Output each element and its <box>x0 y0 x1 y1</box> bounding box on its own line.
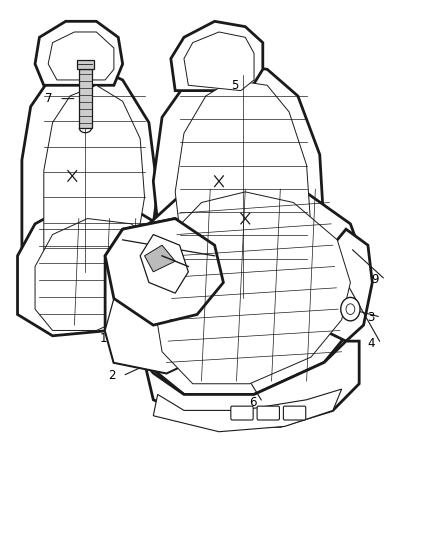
Text: 1: 1 <box>100 332 107 345</box>
Polygon shape <box>145 245 175 272</box>
FancyBboxPatch shape <box>231 406 253 420</box>
Polygon shape <box>136 176 368 394</box>
Text: 7: 7 <box>45 92 53 105</box>
Polygon shape <box>35 219 162 330</box>
Polygon shape <box>153 64 324 309</box>
Circle shape <box>346 304 355 314</box>
Polygon shape <box>35 21 123 85</box>
Polygon shape <box>22 64 158 282</box>
Text: 3: 3 <box>367 311 374 324</box>
Polygon shape <box>140 235 188 293</box>
Polygon shape <box>171 21 263 91</box>
Polygon shape <box>315 229 372 341</box>
Polygon shape <box>105 219 223 373</box>
Polygon shape <box>184 32 254 91</box>
Polygon shape <box>158 192 350 384</box>
Polygon shape <box>18 203 175 336</box>
Polygon shape <box>145 341 359 426</box>
Text: 2: 2 <box>109 369 116 382</box>
Polygon shape <box>105 219 223 325</box>
Text: 4: 4 <box>367 337 374 350</box>
Polygon shape <box>44 85 145 272</box>
Polygon shape <box>175 80 311 298</box>
FancyBboxPatch shape <box>283 406 306 420</box>
Polygon shape <box>77 60 94 69</box>
Text: 5: 5 <box>231 79 239 92</box>
Polygon shape <box>48 32 114 80</box>
Polygon shape <box>153 389 342 432</box>
FancyBboxPatch shape <box>257 406 279 420</box>
Text: 6: 6 <box>249 396 256 409</box>
Circle shape <box>341 297 360 321</box>
Polygon shape <box>79 69 92 128</box>
Text: 9: 9 <box>371 273 379 286</box>
Polygon shape <box>105 282 223 373</box>
